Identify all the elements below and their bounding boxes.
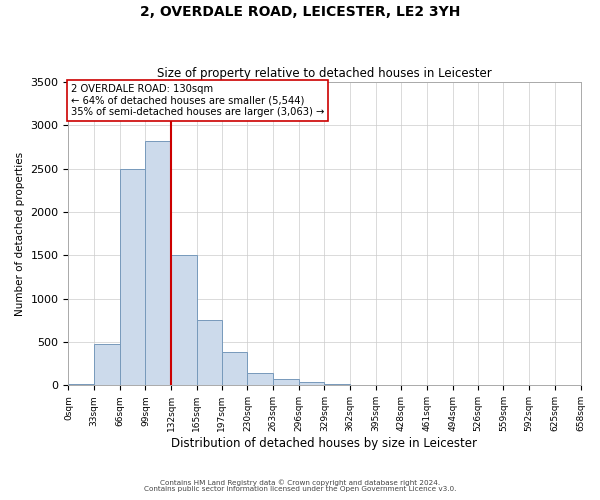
- Bar: [171, 256, 197, 386]
- Bar: [247, 373, 273, 386]
- Bar: [273, 379, 299, 386]
- Bar: [325, 384, 350, 386]
- Bar: [145, 141, 171, 386]
- Bar: [94, 344, 120, 386]
- Bar: [197, 320, 222, 386]
- Text: Contains HM Land Registry data © Crown copyright and database right 2024.
Contai: Contains HM Land Registry data © Crown c…: [144, 479, 456, 492]
- Bar: [222, 352, 247, 386]
- Bar: [299, 382, 325, 386]
- Text: 2 OVERDALE ROAD: 130sqm
← 64% of detached houses are smaller (5,544)
35% of semi: 2 OVERDALE ROAD: 130sqm ← 64% of detache…: [71, 84, 325, 117]
- X-axis label: Distribution of detached houses by size in Leicester: Distribution of detached houses by size …: [172, 437, 478, 450]
- Bar: [120, 168, 145, 386]
- Text: 2, OVERDALE ROAD, LEICESTER, LE2 3YH: 2, OVERDALE ROAD, LEICESTER, LE2 3YH: [140, 5, 460, 19]
- Y-axis label: Number of detached properties: Number of detached properties: [15, 152, 25, 316]
- Bar: [68, 384, 94, 386]
- Title: Size of property relative to detached houses in Leicester: Size of property relative to detached ho…: [157, 66, 492, 80]
